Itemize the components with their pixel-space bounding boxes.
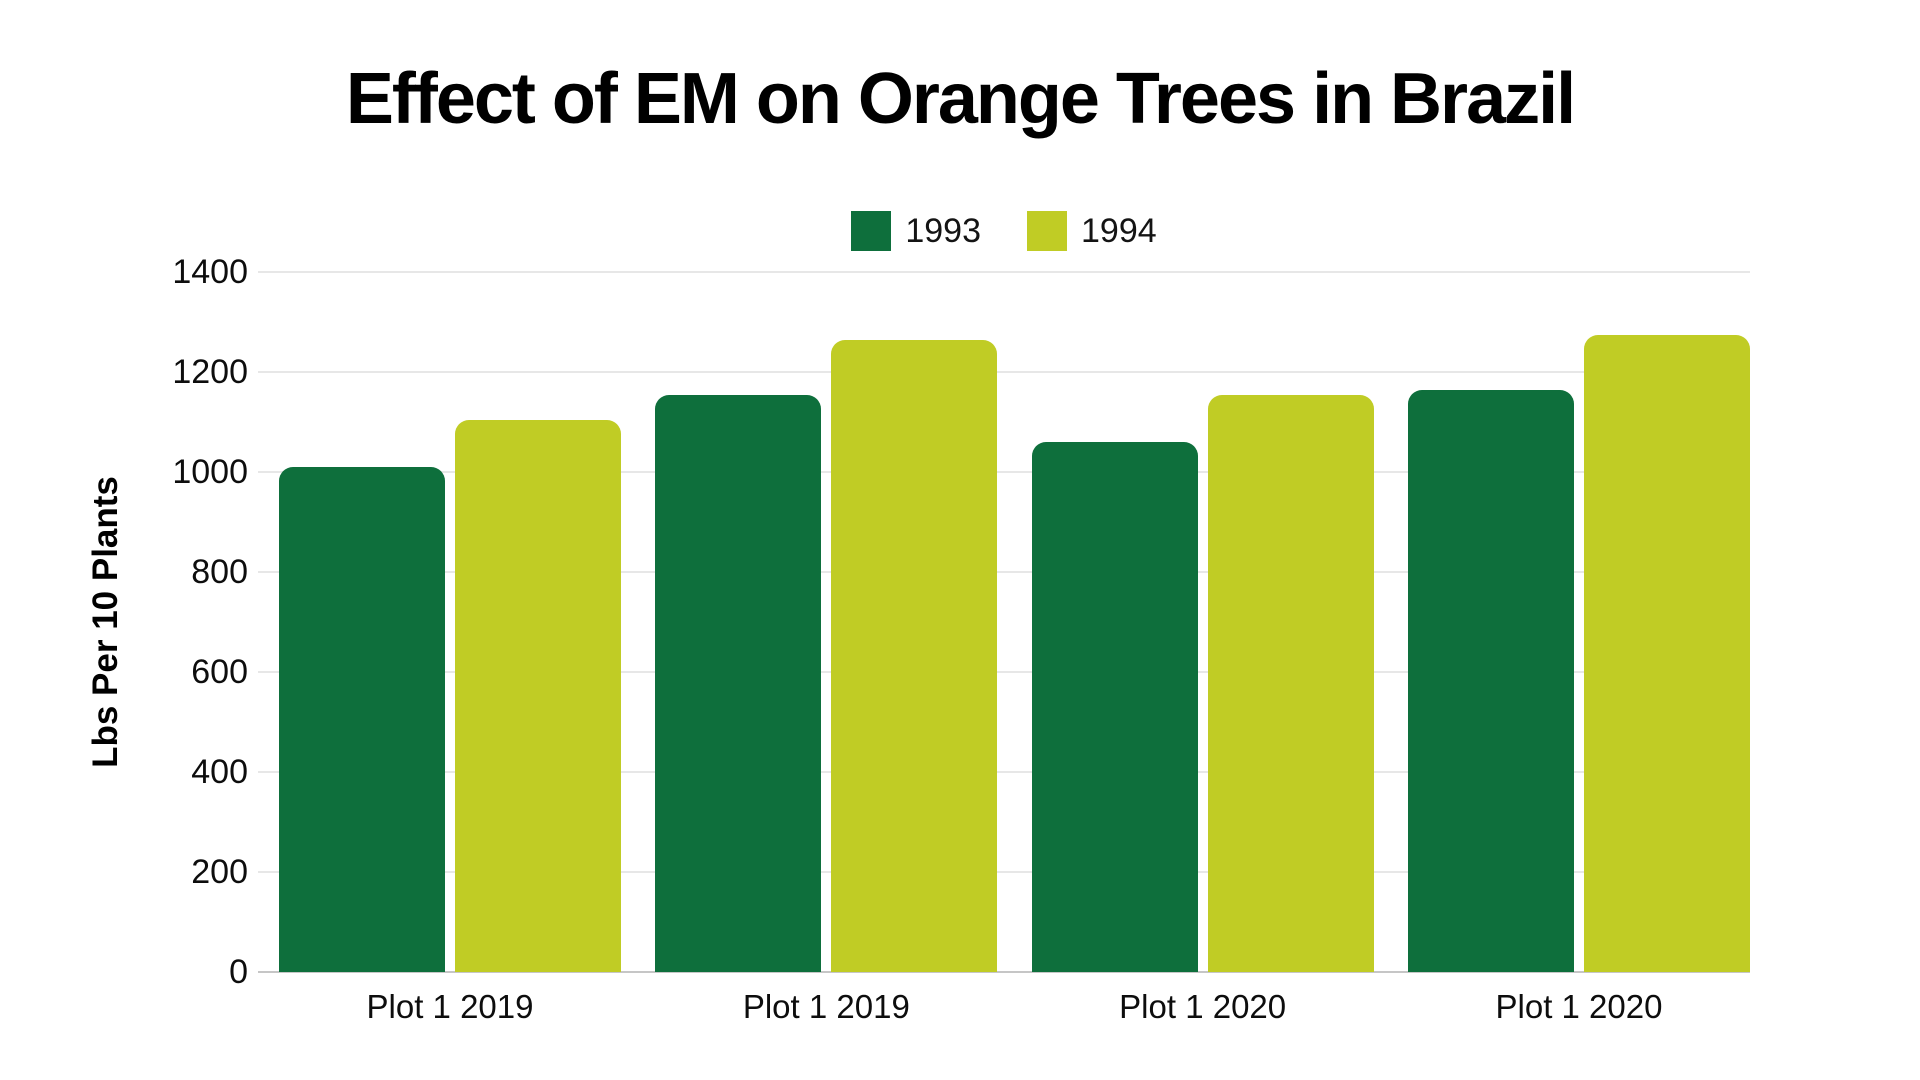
- x-label-3: Plot 1 2020: [1119, 988, 1287, 1025]
- y-tick-label-1200: 1200: [172, 353, 248, 391]
- y-tick-labels: 0 200 400 600 800 1000 1200 1400: [128, 255, 248, 989]
- y-axis-title: Lbs Per 10 Plants: [86, 476, 126, 768]
- plot-area: [258, 271, 1750, 973]
- bar-1994-group2: [831, 339, 998, 972]
- bar-groups: [258, 272, 1750, 972]
- legend-item-1994: 1994: [1027, 211, 1157, 251]
- x-label-1: Plot 1 2019: [366, 988, 534, 1025]
- gridline-1000: [258, 471, 1750, 473]
- bar-1993-group1: [279, 467, 445, 972]
- legend: 1993 1994: [258, 208, 1750, 254]
- bar-1993-group3: [1031, 442, 1198, 972]
- legend-label-1994: 1994: [1081, 212, 1157, 250]
- bar-1994-group4: [1583, 334, 1750, 972]
- x-labels: Plot 1 2019 Plot 1 2019 Plot 1 2020 Plot 1 …: [258, 988, 1750, 1026]
- legend-swatch-1993: [851, 211, 892, 251]
- legend-item-1993: 1993: [851, 211, 981, 251]
- legend-label-1993: 1993: [905, 212, 981, 250]
- x-label-2: Plot 1 2019: [742, 988, 910, 1025]
- y-axis-title-wrap: Lbs Per 10 Plants: [78, 272, 134, 972]
- bar-1994-group1: [455, 419, 621, 972]
- chart-title: Effect of EM on Orange Trees in Brazil: [345, 59, 1576, 139]
- y-tick-label-600: 600: [191, 653, 248, 691]
- x-label-4: Plot 1 2020: [1495, 988, 1663, 1025]
- y-tick-label-400: 400: [191, 753, 248, 791]
- y-tick-label-0: 0: [229, 953, 248, 991]
- gridline-0: [258, 971, 1750, 973]
- bar-1993-group4: [1407, 389, 1574, 972]
- gridline-600: [258, 671, 1750, 673]
- y-tick-label-1000: 1000: [172, 453, 248, 491]
- y-tick-label-800: 800: [191, 553, 248, 591]
- bar-group-1: [279, 272, 621, 972]
- gridline-1400: [258, 271, 1750, 273]
- bar-group-4: [1407, 272, 1750, 972]
- y-tick-label-1400: 1400: [172, 253, 248, 291]
- gridline-1200: [258, 371, 1750, 373]
- bar-1994-group3: [1207, 394, 1374, 972]
- gridline-400: [258, 771, 1750, 774]
- bar-group-2: [655, 272, 998, 972]
- bar-group-3: [1031, 272, 1374, 972]
- legend-swatch-1994: [1027, 211, 1067, 251]
- gridline-200: [258, 871, 1750, 874]
- gridline-800: [258, 571, 1750, 574]
- y-tick-label-200: 200: [191, 853, 248, 891]
- bar-1993-group2: [655, 394, 822, 972]
